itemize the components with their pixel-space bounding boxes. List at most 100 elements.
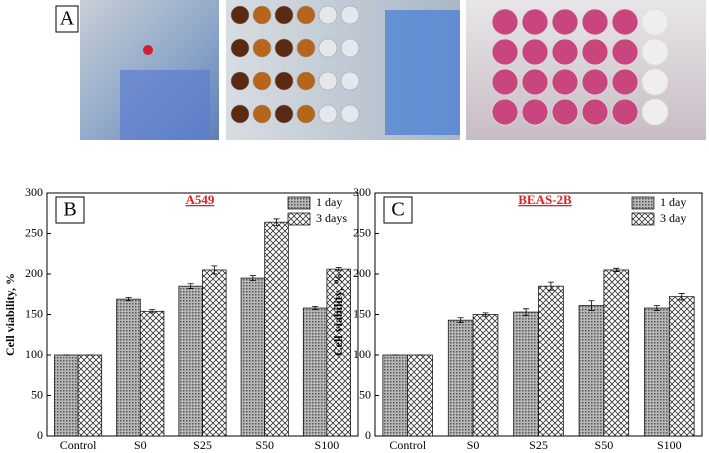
x-tick-label: S50 — [255, 438, 274, 452]
y-tick-label: 300 — [25, 185, 43, 199]
well — [641, 8, 669, 36]
error-bar — [482, 312, 489, 317]
well — [296, 5, 316, 25]
well — [340, 71, 360, 91]
y-tick-label: 50 — [359, 387, 371, 401]
photo-cap — [143, 45, 153, 55]
x-tick-label: S0 — [467, 438, 480, 452]
panel-box — [55, 196, 85, 224]
error-bar — [312, 306, 319, 311]
y-tick-label: 50 — [31, 387, 43, 401]
well — [611, 98, 639, 126]
error-bar — [678, 293, 685, 301]
bar — [472, 314, 499, 437]
well — [296, 71, 316, 91]
well — [581, 8, 609, 36]
well — [521, 38, 549, 66]
well — [340, 5, 360, 25]
bar — [202, 269, 227, 437]
bar — [77, 354, 103, 437]
well — [252, 5, 272, 25]
y-tick-label: 100 — [353, 347, 371, 361]
y-axis-label: Cell viability, % — [3, 273, 17, 356]
well — [521, 68, 549, 96]
error-bar — [211, 265, 218, 275]
legend-swatch — [287, 212, 311, 226]
well — [230, 71, 250, 91]
well — [581, 68, 609, 96]
bar — [178, 285, 203, 437]
error-bar — [547, 281, 554, 291]
well — [340, 38, 360, 58]
y-tick-label: 100 — [25, 347, 43, 361]
bar — [139, 310, 165, 437]
well — [641, 98, 669, 126]
well — [340, 104, 360, 124]
well — [491, 38, 519, 66]
legend-label: 1 day — [660, 195, 686, 209]
well — [252, 104, 272, 124]
well — [230, 104, 250, 124]
bar — [603, 269, 630, 437]
chart-title: A549 — [186, 192, 215, 207]
y-tick-label: 150 — [25, 306, 43, 320]
well — [230, 38, 250, 58]
bar — [513, 311, 539, 437]
x-tick-label: S0 — [134, 438, 147, 452]
bar — [668, 296, 695, 437]
well — [274, 5, 294, 25]
well — [318, 5, 338, 25]
bar — [578, 305, 605, 437]
well — [252, 38, 272, 58]
y-tick-label: 150 — [353, 306, 371, 320]
bar — [116, 298, 141, 437]
legend-swatch — [287, 196, 311, 210]
well — [641, 38, 669, 66]
well — [274, 104, 294, 124]
x-tick-label: S25 — [193, 438, 212, 452]
y-tick-label: 250 — [353, 225, 371, 239]
error-bar — [273, 218, 280, 226]
photos: A — [55, 0, 706, 140]
error-bar — [523, 308, 530, 316]
well — [581, 98, 609, 126]
error-bar — [457, 317, 464, 323]
well — [551, 98, 579, 126]
legend-label: 3 day — [660, 211, 686, 225]
bar — [54, 354, 79, 437]
well — [318, 71, 338, 91]
x-tick-label: S100 — [657, 438, 682, 452]
well — [551, 68, 579, 96]
panel-label: B — [63, 199, 76, 221]
bar — [302, 307, 328, 437]
well — [274, 38, 294, 58]
well — [491, 68, 519, 96]
chart-title: BEAS-2B — [518, 192, 572, 207]
legend-swatch — [631, 212, 655, 226]
error-bar — [187, 283, 194, 289]
error-bar — [588, 300, 595, 311]
bar — [240, 277, 266, 437]
bar — [447, 319, 474, 437]
well — [611, 68, 639, 96]
error-bar — [149, 309, 156, 314]
photo-glove — [385, 10, 460, 135]
y-tick-label: 250 — [25, 225, 43, 239]
well — [252, 71, 272, 91]
x-tick-label: S25 — [529, 438, 548, 452]
well — [491, 98, 519, 126]
well — [318, 104, 338, 124]
x-tick-label: Control — [60, 438, 97, 452]
x-tick-label: Control — [389, 438, 426, 452]
well — [551, 38, 579, 66]
legend-swatch — [631, 196, 655, 210]
bar — [407, 354, 433, 437]
well — [641, 68, 669, 96]
y-tick-label: 0 — [365, 428, 371, 442]
wells — [230, 5, 669, 126]
bar — [538, 285, 564, 437]
error-bar — [249, 275, 256, 281]
well — [318, 38, 338, 58]
well — [551, 8, 579, 36]
